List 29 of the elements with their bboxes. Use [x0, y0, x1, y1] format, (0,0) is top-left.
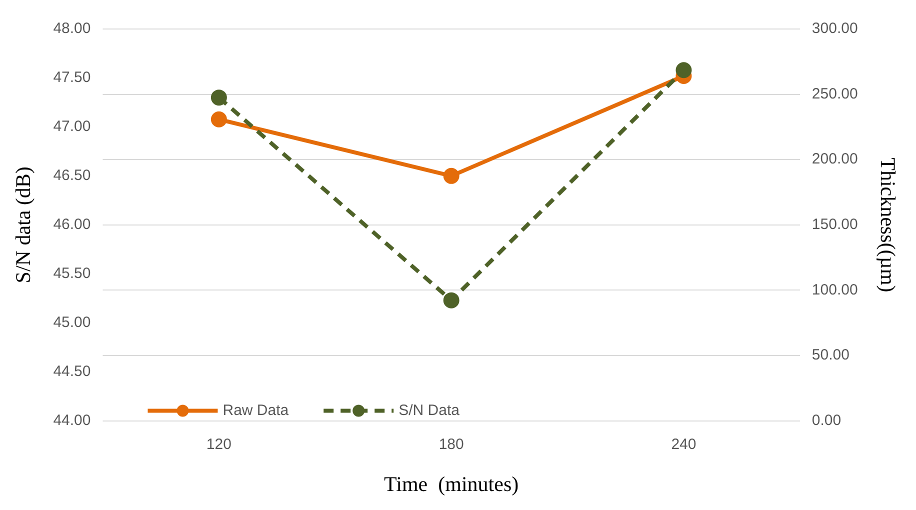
y-tick-label: 47.50	[53, 69, 91, 86]
x-tick-label: 240	[671, 436, 696, 453]
y2-tick-label: 250.00	[812, 85, 858, 102]
y-tick-label: 44.50	[53, 362, 91, 380]
x-tick-label: 120	[206, 436, 232, 453]
y2-tick-label: 300.00	[812, 20, 858, 38]
x-tick-label: 180	[438, 436, 464, 453]
y2-tick-label: 150.00	[812, 216, 858, 234]
point	[443, 168, 460, 184]
y2-tick-label: 50.00	[812, 346, 850, 364]
y-tick-label: 46.50	[53, 167, 91, 184]
point	[210, 111, 227, 128]
y-tick-label: 47.00	[53, 118, 91, 136]
y-tick-label: 46.00	[53, 216, 91, 234]
y-tick-label: 44.00	[53, 412, 91, 429]
y-tick-label: 45.50	[53, 265, 91, 282]
y-tick-label: 48.00	[53, 20, 91, 38]
y2-tick-label: 100.00	[812, 281, 858, 298]
point	[443, 292, 460, 308]
y2-tick-label: 200.00	[812, 150, 858, 168]
y2-axis-title: Thickness((µm)	[876, 158, 900, 292]
y-axis-title: S/N data (dB)	[11, 166, 36, 284]
y2-tick-label: 0.00	[812, 412, 842, 429]
y-tick-label: 45.00	[53, 314, 91, 331]
legend-label: Raw Data	[222, 402, 290, 419]
point	[676, 62, 692, 78]
x-axis-title: Time (minutes)	[384, 472, 519, 496]
legend-label: S/N Data	[398, 402, 460, 419]
point	[210, 90, 227, 106]
